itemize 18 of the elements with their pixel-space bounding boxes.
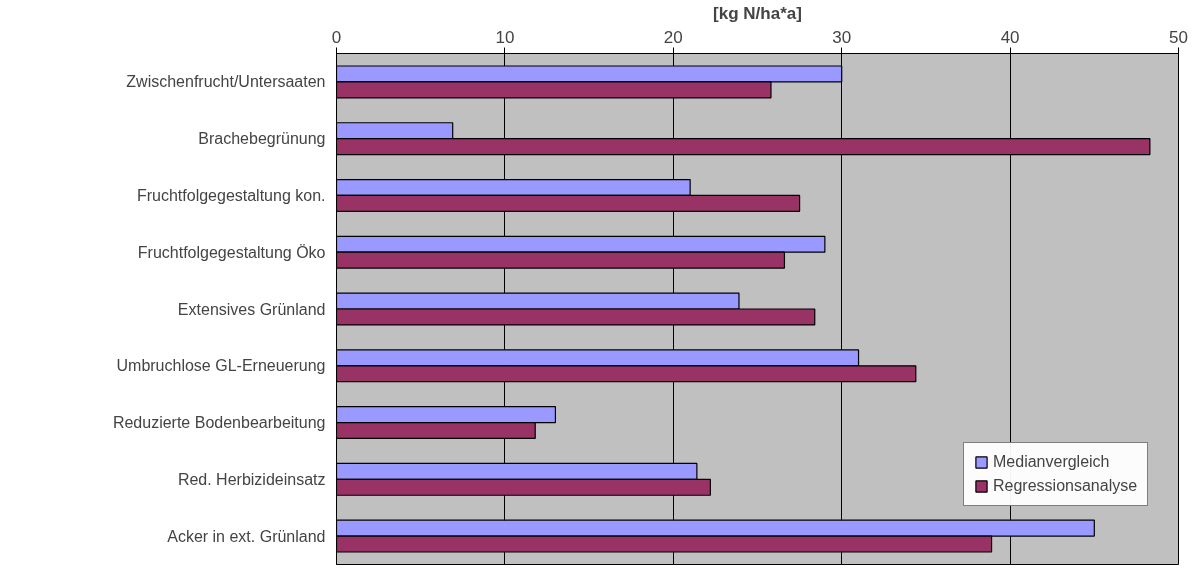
x-tick-label: 50	[1169, 27, 1188, 47]
y-tick-label: Fruchtfolgegestaltung Öko	[137, 243, 326, 261]
x-tick-label: 0	[331, 27, 342, 47]
x-tick-label: 30	[832, 27, 852, 47]
y-tick-label: Extensives Grünland	[177, 300, 326, 318]
y-tick-label: Reduzierte Bodenbearbeitung	[112, 414, 326, 432]
y-tick-label: Acker in ext. Grünland	[167, 527, 326, 545]
legend-label: Medianvergleich	[993, 453, 1110, 471]
y-tick-label: Umbruchlose GL-Erneuerung	[116, 357, 326, 375]
y-tick-label: Brachebegrünung	[198, 130, 326, 148]
x-axis-title: [kg N/ha*a]	[713, 3, 802, 23]
x-tick-label: 20	[663, 27, 683, 47]
x-tick-label: 40	[1000, 27, 1020, 47]
y-tick-label: Red. Herbizideinsatz	[177, 470, 326, 488]
y-tick-label: Fruchtfolgegestaltung kon.	[136, 186, 326, 204]
legend-label: Regressionsanalyse	[993, 477, 1138, 495]
y-tick-label: Zwischenfrucht/Untersaaten	[126, 73, 326, 91]
x-tick-label: 10	[495, 27, 515, 47]
